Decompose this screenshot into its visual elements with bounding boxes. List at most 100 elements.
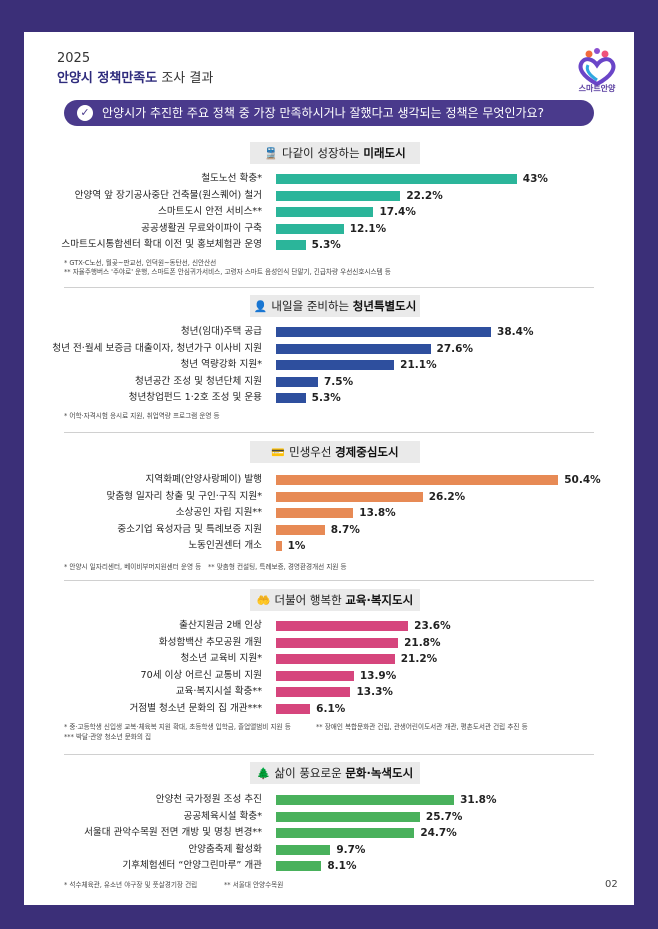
bar-label: 기후체험센터 “안양그린마루” 개관 [122, 860, 262, 872]
report-title-bold: 안양시 정책만족도 [57, 71, 158, 86]
section-title-plain: 내일을 준비하는 [271, 299, 350, 313]
bar-label: 화성함백산 추모공원 개원 [158, 636, 262, 648]
bar [276, 376, 318, 387]
bar-row: 지역화폐(안양사랑페이) 발행 50.4% [24, 472, 634, 488]
bar-row: 교육·복지시설 확충** 13.3% [24, 684, 634, 700]
report-year: 2025 [57, 51, 91, 66]
bar-value-label: 23.6% [414, 620, 451, 632]
bar-row: 청년(임대)주택 공급 38.4% [24, 324, 634, 340]
bar-label: 철도노선 확충* [201, 173, 262, 184]
bar-value-label: 43% [522, 173, 548, 185]
report-page: 2025 안양시 정책만족도 조사 결과 스마트안양 ✓ 안양시가 추진한 주요… [24, 32, 634, 905]
bar [276, 491, 423, 502]
footnote: * 석수체육관, 유소년 야구장 및 풋살경기장 건립 [64, 881, 198, 889]
bar-value-label: 7.5% [324, 375, 354, 388]
bar-label: 스마트도시통합센터 확대 이전 및 홍보체험관 운영 [61, 239, 262, 251]
bar-row: 중소기업 육성자금 및 특례보증 지원 8.7% [24, 522, 634, 538]
bar-label: 소상공인 자립 지원** [175, 507, 262, 519]
bar-label: 청년 역량강화 지원* [180, 359, 262, 371]
section-divider [64, 287, 594, 288]
bar-label: 청년(임대)주택 공급 [180, 326, 262, 337]
bar-label: 서울대 관악수목원 전면 개방 및 명칭 변경** [84, 827, 262, 839]
bar-value-label: 9.7% [336, 843, 366, 856]
section-title-bold: 청년특별도시 [352, 299, 417, 313]
bar-row: 맞춤형 일자리 창출 및 구인·구직 지원* 26.2% [24, 489, 634, 505]
section-title: 🚆 다같이 성장하는 미래도시 [250, 142, 420, 164]
train-icon: 🚆 [264, 147, 278, 160]
trees-icon: 🌲 [256, 767, 271, 780]
bar-row: 청년 역량강화 지원* 21.1% [24, 357, 634, 373]
bar [276, 828, 415, 839]
bar-value-label: 25.7% [425, 810, 463, 823]
section-divider [64, 754, 594, 755]
bar-label: 청년공간 조성 및 청년단체 지원 [135, 375, 262, 387]
section-title-plain: 삶이 풍요로운 [274, 766, 342, 780]
bar-label: 지역화폐(안양사랑페이) 발행 [145, 474, 262, 485]
section-title: 👤 내일을 준비하는 청년특별도시 [250, 295, 420, 317]
section-title-plain: 더불어 행복한 [274, 593, 342, 607]
footnote: ** 맞춤형 컨설팅, 특례보증, 경영환경개선 지원 등 [208, 563, 347, 571]
section-title-bold: 미래도시 [363, 146, 406, 160]
bar-value-label: 50.4% [564, 474, 601, 486]
bar [276, 174, 517, 184]
section-title-bold: 문화·녹색도시 [345, 766, 414, 780]
bar-value-label: 12.1% [349, 222, 387, 235]
bar-value-label: 22.2% [406, 189, 443, 202]
question-text: 안양시가 추진한 주요 정책 중 가장 만족하시거나 잘했다고 생각되는 정책은… [102, 106, 544, 120]
footnote: * 중·고등학생 신입생 교복·체육복 지원 확대, 초등학생 입학금, 졸업앨… [64, 723, 291, 731]
care-hand-icon: 🤲 [256, 594, 271, 607]
bar-label: 중소기업 육성자금 및 특례보증 지원 [117, 523, 262, 535]
bar-label: 청소년 교육비 지원* [180, 653, 262, 665]
bar-value-label: 31.8% [460, 794, 497, 806]
bar-label: 출산지원금 2배 인상 [179, 620, 262, 631]
bar-value-label: 13.9% [359, 669, 397, 682]
check-circle-icon: ✓ [77, 105, 93, 121]
bar-row: 70세 이상 어르신 교통비 지원 13.9% [24, 668, 634, 684]
bar-value-label: 13.8% [359, 507, 396, 520]
bar-label: 교육·복지시설 확충** [175, 686, 262, 698]
bar [276, 360, 395, 371]
bar [276, 475, 559, 485]
section-title: 🤲 더불어 행복한 교육·복지도시 [250, 589, 420, 611]
bar [276, 393, 306, 404]
bar-label: 안양천 국가정원 조성 추진 [155, 794, 262, 805]
page-number: 02 [605, 879, 618, 890]
smart-anyang-logo-icon [578, 48, 616, 87]
section-title-plain: 다같이 성장하는 [282, 146, 360, 160]
footnote: *** 박달·관양 청소년 문화의 집 [64, 733, 152, 741]
bar-value-label: 17.4% [379, 206, 416, 219]
bar [276, 240, 306, 251]
bar-label: 맞춤형 일자리 창출 및 구인·구직 지원* [106, 490, 263, 502]
section-title-bold: 교육·복지도시 [345, 593, 414, 607]
bar-value-label: 26.2% [428, 490, 466, 503]
bar-label: 70세 이상 어르신 교통비 지원 [140, 669, 263, 681]
bar-value-label: 38.4% [497, 326, 534, 338]
bar [276, 524, 325, 535]
bar-value-label: 24.7% [420, 827, 457, 840]
bar [276, 190, 401, 201]
bar-value-label: 21.8% [404, 636, 441, 649]
section-divider [64, 580, 594, 581]
wallet-icon: 💳 [271, 446, 286, 459]
section-title-plain: 민생우선 [289, 445, 332, 459]
person-icon: 👤 [253, 300, 268, 313]
bar-label: 노동인권센터 개소 [188, 540, 262, 552]
bar-row: 스마트도시통합센터 확대 이전 및 홍보체험관 운영 5.3% [24, 237, 634, 253]
bar [276, 541, 282, 552]
bar [276, 327, 492, 337]
bar-value-label: 6.1% [316, 703, 346, 715]
bar-row: 안양천 국가정원 조성 추진 31.8% [24, 792, 634, 808]
bar [276, 861, 322, 872]
bar-label: 공공체육시설 확충* [183, 810, 262, 822]
bar-row: 청년 전·월세 보증금 대출이자, 청년가구 이사비 지원 27.6% [24, 341, 634, 357]
section-title: 🌲 삶이 풍요로운 문화·녹색도시 [250, 762, 420, 784]
bar [276, 654, 395, 665]
footnote: ** 자율주행버스 '주야로' 운행, 스마트폰 안심귀가서비스, 고령자 스마… [64, 268, 391, 276]
bar-value-label: 21.2% [400, 653, 438, 666]
question-banner: ✓ 안양시가 추진한 주요 정책 중 가장 만족하시거나 잘했다고 생각되는 정… [64, 100, 594, 126]
bar-row: 청소년 교육비 지원* 21.2% [24, 651, 634, 667]
bar-value-label: 8.7% [330, 523, 360, 536]
bar-label: 공공생활권 무료와이파이 구축 [141, 222, 262, 234]
section-title-bold: 경제중심도시 [335, 445, 399, 459]
bar [276, 508, 354, 519]
